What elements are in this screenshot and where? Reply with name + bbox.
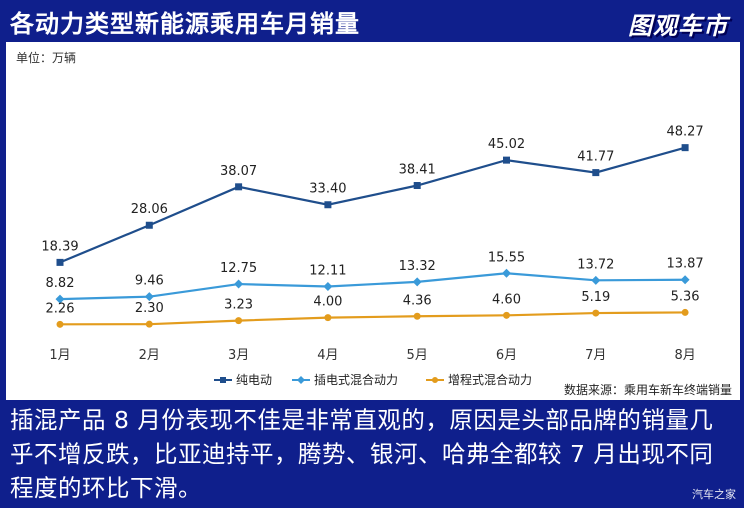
brand-logo: 图观车市 [628,12,728,40]
x-tick-label: 5月 [407,348,428,363]
data-label: 8.82 [46,276,75,291]
data-label: 15.55 [488,250,525,265]
data-point [592,169,600,177]
data-point [413,182,421,190]
data-point [503,311,510,319]
data-label: 38.41 [399,163,436,178]
data-point [592,309,600,317]
data-point [324,314,332,322]
data-point [681,308,689,316]
data-point [324,201,332,209]
data-point [412,277,422,287]
data-point [235,317,243,325]
caption-text: 插混产品 8 月份表现不佳是非常直观的，原因是头部品牌的销量几乎不增反跌，比亚迪… [10,406,714,502]
data-label: 48.27 [666,125,703,140]
data-point [145,221,153,229]
source-note: 数据来源：乘用车新车终端销量 [564,382,732,397]
data-label: 5.19 [581,290,610,305]
data-label: 12.11 [309,263,346,278]
x-tick-label: 4月 [317,348,338,363]
data-label: 5.36 [671,289,700,304]
data-label: 38.07 [220,164,257,179]
data-point [144,292,154,302]
data-label: 13.87 [666,257,703,272]
legend-entry: 插电式混合动力 [314,372,398,387]
line-chart: 单位：万辆 1月 2月 3月 4月 5月 6月 7月 8月 18.39 28.06 38.07 33.4… [16,50,732,397]
data-point [56,320,64,328]
data-point [680,275,690,285]
data-point [145,320,153,328]
data-label: 4.60 [492,292,521,307]
x-tick-label: 8月 [674,348,695,363]
legend-entry: 增程式混合动力 [448,372,532,387]
data-point [55,294,65,304]
data-point [323,281,333,291]
data-point [234,279,244,289]
data-point [502,268,511,278]
x-tick-label: 3月 [228,348,249,363]
data-label: 13.72 [577,257,614,272]
data-label: 33.40 [309,182,346,197]
data-label: 41.77 [577,150,614,165]
data-label: 3.23 [224,298,253,313]
data-point [503,156,510,164]
data-label: 12.75 [220,261,257,276]
page-title: 各动力类型新能源乘用车月销量 [10,10,360,38]
data-point [681,144,689,152]
series-line-2 [59,311,686,326]
data-label: 9.46 [135,274,164,289]
data-point [591,275,601,285]
data-label: 4.36 [403,293,432,308]
data-label: 18.39 [41,239,78,254]
legend-marker [297,376,305,384]
data-label: 4.00 [313,295,342,310]
data-label: 28.06 [131,202,168,217]
legend-marker [220,377,226,383]
chart-panel: 单位：万辆 1月 2月 3月 4月 5月 6月 7月 8月 18.39 28.06 38.07 33.4… [6,42,740,400]
data-label: 45.02 [488,137,525,152]
x-tick-label: 6月 [496,348,517,363]
legend-marker [432,377,438,383]
data-label: 13.32 [399,259,436,274]
x-tick-label: 7月 [585,348,606,363]
data-label: 2.30 [135,301,164,316]
x-tick-label: 2月 [139,348,160,363]
x-tick-label: 1月 [49,348,70,363]
series-line-0 [59,146,686,264]
unit-label: 单位：万辆 [16,50,76,65]
data-point [413,312,421,320]
data-point [56,258,64,266]
watermark: 汽车之家 [692,488,736,501]
data-point [235,183,243,191]
series-line-1 [59,272,686,301]
legend-entry: 纯电动 [236,373,272,387]
data-label: 2.26 [46,301,75,316]
